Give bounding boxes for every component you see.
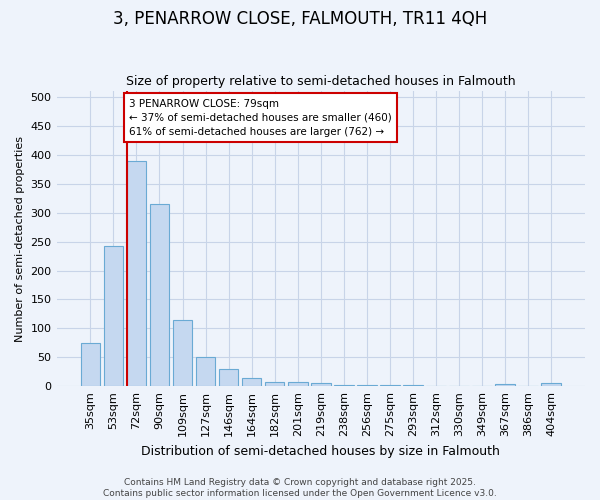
Bar (496, 384, 515, 386)
Bar (127, 160, 146, 386)
Bar (380, 385, 400, 386)
Bar (219, 369, 238, 386)
Y-axis label: Number of semi-detached properties: Number of semi-detached properties (15, 136, 25, 342)
Bar (104, 246, 123, 386)
Bar (242, 378, 262, 386)
Bar (149, 204, 169, 386)
Text: Contains HM Land Registry data © Crown copyright and database right 2025.
Contai: Contains HM Land Registry data © Crown c… (103, 478, 497, 498)
Bar (80, 343, 100, 386)
Text: 3 PENARROW CLOSE: 79sqm
← 37% of semi-detached houses are smaller (460)
61% of s: 3 PENARROW CLOSE: 79sqm ← 37% of semi-de… (129, 98, 392, 136)
Bar (288, 382, 308, 386)
Bar (196, 358, 215, 386)
Bar (541, 384, 561, 386)
X-axis label: Distribution of semi-detached houses by size in Falmouth: Distribution of semi-detached houses by … (142, 444, 500, 458)
Title: Size of property relative to semi-detached houses in Falmouth: Size of property relative to semi-detach… (126, 76, 515, 88)
Bar (334, 384, 353, 386)
Bar (311, 384, 331, 386)
Bar (357, 385, 377, 386)
Bar (403, 385, 423, 386)
Bar (265, 382, 284, 386)
Text: 3, PENARROW CLOSE, FALMOUTH, TR11 4QH: 3, PENARROW CLOSE, FALMOUTH, TR11 4QH (113, 10, 487, 28)
Bar (173, 320, 193, 386)
